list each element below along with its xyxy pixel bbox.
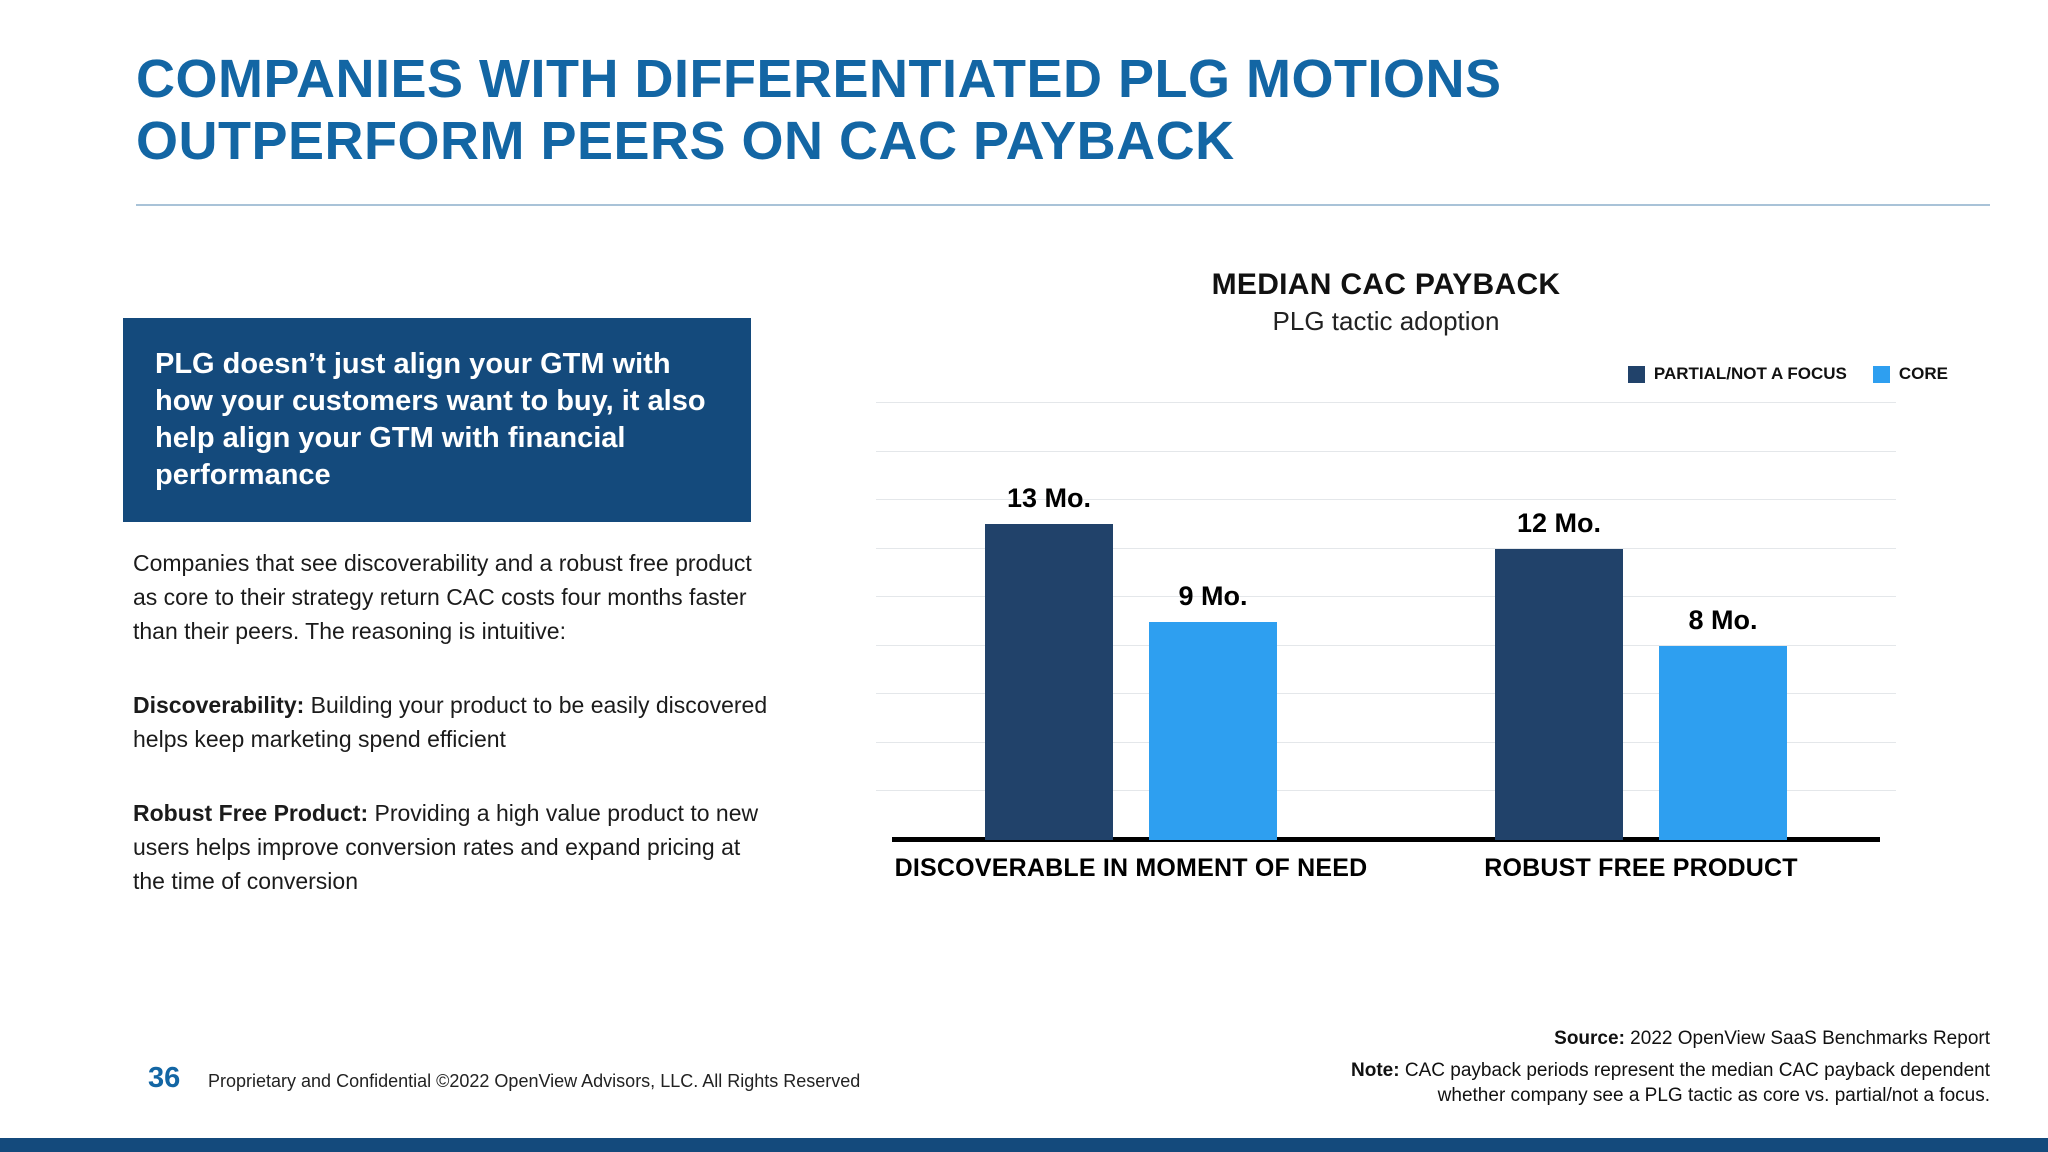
intro-paragraph: Companies that see discoverability and a…	[133, 550, 752, 644]
category-label: ROBUST FREE PRODUCT	[1484, 854, 1798, 882]
category-label: DISCOVERABLE IN MOMENT OF NEED	[894, 854, 1368, 882]
source-label: Source:	[1554, 1028, 1625, 1049]
gridline	[876, 596, 1896, 598]
bar-value-label: 8 Mo.	[1688, 604, 1758, 635]
gridline	[876, 450, 1896, 452]
page-number: 36	[148, 1062, 181, 1094]
bar	[1149, 621, 1277, 840]
legend-swatch-icon	[1627, 365, 1645, 383]
legend-label: CORE	[1898, 364, 1948, 383]
note-label: Note:	[1351, 1060, 1400, 1081]
bottom-accent-bar	[0, 1138, 2048, 1152]
bar-value-label: 12 Mo.	[1516, 507, 1602, 538]
bar	[1659, 645, 1787, 840]
bar-with-label: 9 Mo.	[1149, 580, 1277, 840]
legend-label: PARTIAL/NOT A FOCUS	[1653, 364, 1847, 383]
point-robust-free-product-label: Robust Free Product:	[133, 800, 369, 826]
source-text: 2022 OpenView SaaS Benchmarks Report	[1624, 1028, 1990, 1049]
bar-with-label: 12 Mo.	[1495, 508, 1623, 840]
bar-with-label: 8 Mo.	[1659, 605, 1787, 840]
source-line: Source: 2022 OpenView SaaS Benchmarks Re…	[1554, 1028, 1990, 1050]
body-copy: Companies that see discoverability and a…	[133, 546, 773, 938]
bar-value-label: 13 Mo.	[1006, 483, 1092, 514]
bar	[1495, 548, 1623, 840]
bar-value-label: 9 Mo.	[1178, 580, 1248, 611]
chart-baseline	[892, 837, 1880, 842]
chart-subtitle: PLG tactic adoption	[1272, 306, 1500, 336]
title-divider	[136, 204, 1990, 206]
gridline	[876, 402, 1896, 403]
legend-item: CORE	[1872, 364, 1948, 384]
legend-item: PARTIAL/NOT A FOCUS	[1627, 364, 1847, 384]
gridline	[876, 547, 1896, 549]
gridline	[876, 499, 1896, 501]
point-discoverability: Discoverability: Building your product t…	[133, 688, 773, 756]
callout-box: PLG doesn’t just align your GTM with how…	[123, 318, 751, 522]
point-discoverability-text: Building your product to be easily disco…	[133, 692, 768, 752]
bar-groups: 13 Mo. 9 Mo. 12 Mo. 8 Mo.	[876, 403, 1896, 840]
gridline	[876, 644, 1896, 646]
bar-group: 12 Mo. 8 Mo.	[1386, 403, 1896, 840]
legend-swatch-icon	[1872, 365, 1890, 383]
chart-plot: 13 Mo. 9 Mo. 12 Mo. 8 Mo.	[876, 402, 1896, 842]
chart-categories: DISCOVERABLE IN MOMENT OF NEED ROBUST FRE…	[876, 854, 1896, 883]
note-line: Note: CAC payback periods represent the …	[1330, 1058, 1990, 1108]
cac-payback-chart: MEDIAN CAC PAYBACK PLG tactic adoption P…	[876, 268, 1948, 883]
note-text: CAC payback periods represent the median…	[1399, 1060, 1990, 1106]
page-title: COMPANIES WITH DIFFERENTIATED PLG MOTION…	[136, 48, 1856, 172]
chart-title: MEDIAN CAC PAYBACK	[1211, 268, 1561, 301]
bar	[985, 524, 1113, 840]
point-discoverability-label: Discoverability:	[133, 692, 305, 718]
proprietary-text: Proprietary and Confidential ©2022 OpenV…	[208, 1071, 861, 1091]
gridline	[876, 693, 1896, 695]
gridline	[876, 790, 1896, 792]
page-title-line-1: COMPANIES WITH DIFFERENTIATED PLG MOTION…	[136, 49, 1502, 109]
bar-with-label: 13 Mo.	[985, 483, 1113, 840]
gridline	[876, 741, 1896, 743]
chart-legend: PARTIAL/NOT A FOCUS CORE	[1627, 364, 1948, 384]
point-robust-free-product: Robust Free Product: Providing a high va…	[133, 796, 773, 898]
page-title-line-2: OUTPERFORM PEERS ON CAC PAYBACK	[136, 111, 1235, 171]
bar-group: 13 Mo. 9 Mo.	[876, 403, 1386, 840]
point-robust-free-product-text: Providing a high value product to new us…	[133, 800, 759, 894]
